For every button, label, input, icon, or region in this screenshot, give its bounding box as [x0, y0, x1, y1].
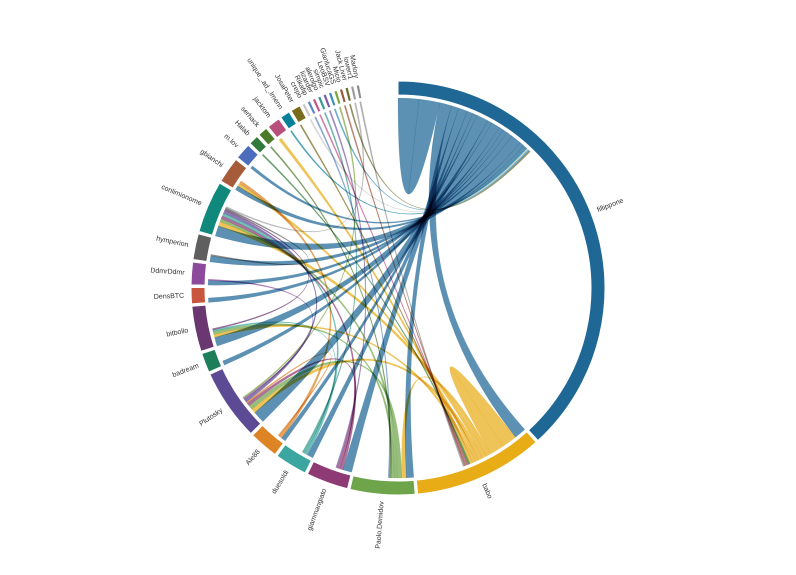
- chord-ribbon: [239, 180, 332, 439]
- group-arc[interactable]: [349, 475, 416, 496]
- chord-ribbon: [348, 103, 531, 210]
- chord-ribbon: [449, 366, 516, 455]
- group-label: bitbollo: [166, 327, 189, 338]
- group-arc[interactable]: [306, 99, 317, 116]
- chord-ribbon: [210, 207, 309, 266]
- group-arc[interactable]: [415, 431, 537, 495]
- group-arc[interactable]: [192, 233, 213, 262]
- group-arc[interactable]: [344, 86, 353, 103]
- group-arc[interactable]: [327, 91, 337, 107]
- chord-ribbon: [299, 124, 469, 466]
- group-arc[interactable]: [251, 424, 285, 456]
- group-label: Micio: [331, 66, 342, 84]
- group-label: babo: [480, 483, 493, 500]
- group-label: lowerr1: [342, 56, 354, 80]
- group-arc[interactable]: [280, 111, 298, 130]
- group-label: m.lov: [222, 133, 240, 150]
- group-arc[interactable]: [355, 84, 363, 100]
- group-label: Marlory: [348, 55, 360, 80]
- group-label: gbianchi: [199, 148, 225, 169]
- group-arc[interactable]: [198, 182, 233, 236]
- group-arc[interactable]: [267, 118, 288, 139]
- group-arc[interactable]: [201, 348, 223, 373]
- chord-ribbon: [343, 105, 467, 467]
- chord-ribbon: [278, 137, 474, 465]
- group-arc[interactable]: [311, 97, 322, 113]
- group-arc[interactable]: [397, 80, 606, 442]
- chord-ribbon: [269, 146, 392, 479]
- chord-ribbon: [212, 208, 309, 331]
- group-label: Halab: [233, 120, 251, 138]
- arcs-layer: [190, 80, 606, 496]
- group-arc[interactable]: [306, 460, 352, 490]
- chord-ribbon: [219, 218, 398, 479]
- chord-ribbon: [397, 97, 441, 195]
- chord-ribbon: [237, 183, 479, 462]
- group-label: DensBTC: [154, 293, 185, 301]
- group-arc[interactable]: [316, 95, 327, 111]
- group-arc[interactable]: [258, 127, 276, 146]
- group-label: Paolo.Demidov: [375, 501, 386, 549]
- group-arc[interactable]: [276, 443, 313, 474]
- chord-ribbon: [261, 153, 471, 465]
- chord-ribbon: [245, 352, 332, 437]
- chord-ribbon: [328, 110, 367, 469]
- group-label: hymperion: [156, 236, 190, 249]
- group-label: Plutosky: [198, 407, 224, 428]
- group-label: conlimionome: [160, 184, 203, 207]
- group-label: Ale88: [245, 449, 262, 467]
- group-label: badream: [172, 363, 200, 380]
- group-arc[interactable]: [249, 135, 268, 154]
- group-label: DdmrDdmr: [150, 267, 185, 276]
- group-arc[interactable]: [191, 304, 215, 352]
- group-label: duesoldi: [271, 469, 291, 495]
- group-arc[interactable]: [349, 85, 358, 101]
- chord-ribbon: [218, 221, 487, 459]
- chord-ribbon: [242, 106, 357, 399]
- chord-ribbon: [359, 101, 465, 467]
- group-arc[interactable]: [209, 367, 262, 435]
- group-arc[interactable]: [290, 105, 308, 124]
- group-arc[interactable]: [322, 93, 332, 109]
- group-arc[interactable]: [220, 158, 248, 189]
- ribbons-layer: [207, 97, 531, 479]
- group-label: fillippone: [596, 197, 624, 214]
- group-arc[interactable]: [301, 102, 312, 118]
- group-arc[interactable]: [190, 261, 208, 286]
- group-arc[interactable]: [333, 89, 342, 106]
- chord-ribbon: [301, 112, 358, 454]
- group-label: giammangiato: [307, 488, 329, 532]
- group-arc[interactable]: [338, 87, 347, 104]
- group-arc[interactable]: [236, 144, 260, 167]
- group-arc[interactable]: [190, 286, 207, 305]
- chord-ribbon: [314, 116, 391, 479]
